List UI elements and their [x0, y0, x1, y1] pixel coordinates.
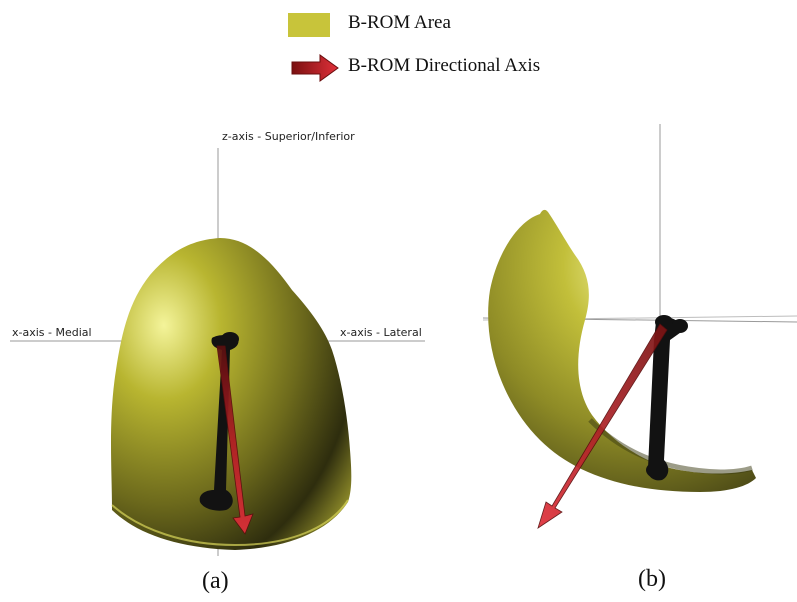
- legend-area-swatch: [288, 13, 330, 37]
- panel-a-caption: (a): [202, 568, 229, 594]
- legend-arrow-icon: [291, 54, 339, 82]
- brom-area-a-edge: [111, 499, 349, 547]
- x-axis-lateral-label: x-axis - Lateral: [340, 326, 422, 339]
- brom-area-a: [111, 238, 352, 550]
- legend-axis-entry: B-ROM Directional Axis: [348, 55, 540, 77]
- brom-area-b-inner-shade: [588, 418, 753, 475]
- directional-axis-arrow-a: [216, 345, 254, 535]
- z-axis-label: z-axis - Superior/Inferior: [222, 130, 355, 143]
- directional-axis-arrow-b: [537, 323, 668, 529]
- panel-a: [10, 148, 425, 556]
- brom-area-b: [488, 209, 756, 493]
- panel-b-caption: (b): [638, 566, 666, 592]
- panel-b: [482, 124, 797, 529]
- legend-axis-label: B-ROM Directional Axis: [348, 55, 541, 76]
- legend-area-entry: B-ROM Area: [348, 12, 451, 34]
- x-axis-medial-label: x-axis - Medial: [12, 326, 92, 339]
- legend-area-label: B-ROM Area: [348, 12, 451, 33]
